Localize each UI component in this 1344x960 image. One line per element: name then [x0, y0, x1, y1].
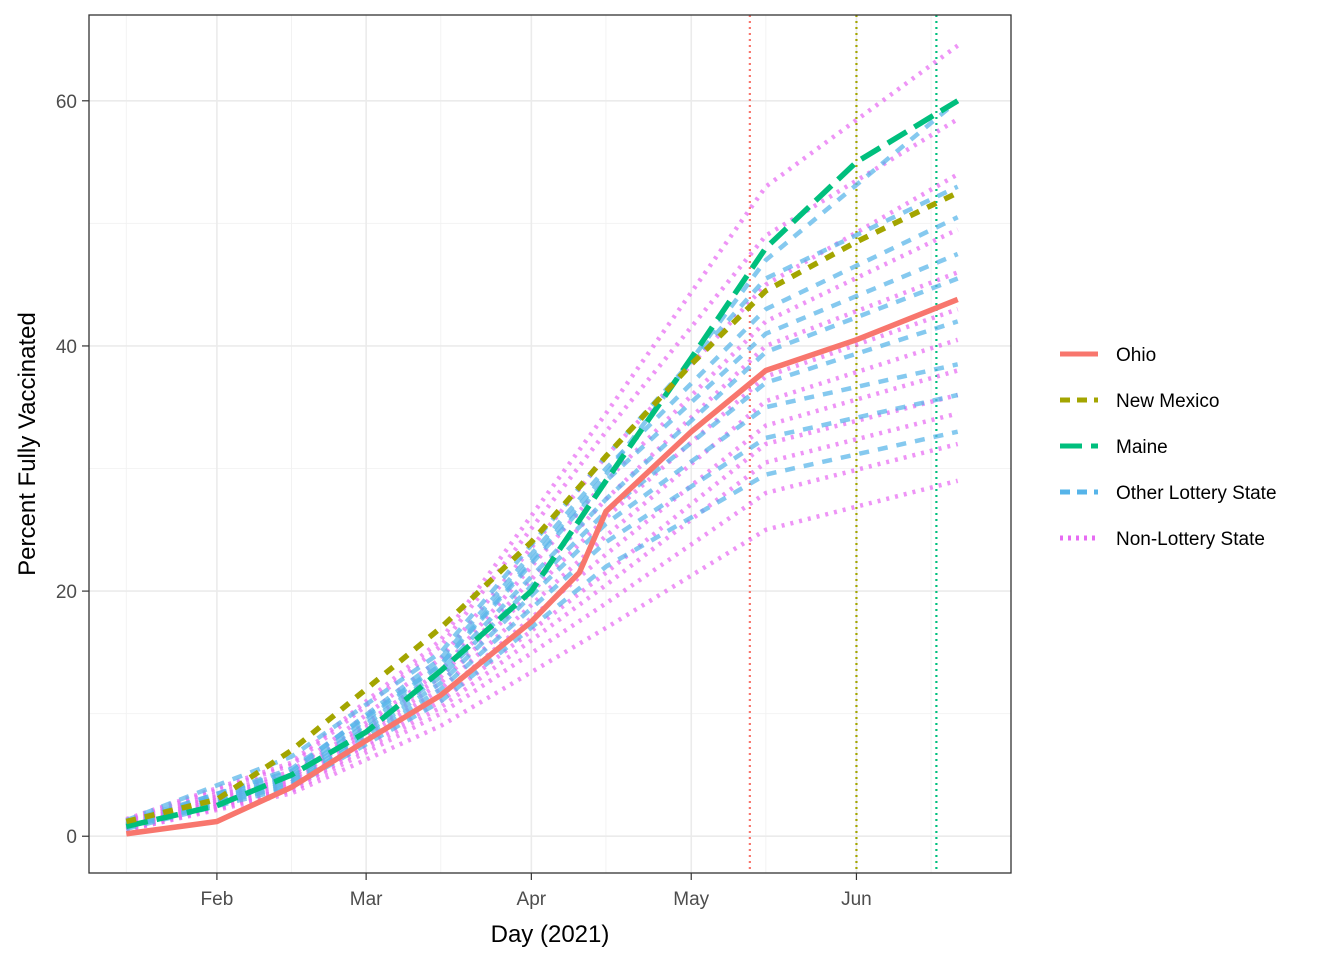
panel-background [89, 15, 1011, 873]
x-tick-label: May [673, 889, 709, 910]
y-tick-label: 20 [56, 582, 77, 603]
y-tick-label: 0 [66, 827, 77, 848]
legend-item: New Mexico [1060, 391, 1219, 412]
non-lottery-state-line [125, 411, 959, 832]
non-lottery-state-line [125, 307, 959, 828]
x-axis-title: Day (2021) [491, 921, 610, 948]
new-mexico-line [125, 190, 959, 825]
legend-label: Maine [1116, 437, 1168, 458]
maine-line [125, 98, 960, 830]
minor-gridlines [89, 15, 1011, 873]
non-lottery-state-line [125, 337, 959, 829]
y-tick-label: 40 [56, 337, 77, 358]
ohio-line [125, 296, 959, 837]
series-lines [125, 43, 960, 837]
x-tick-label: Mar [350, 889, 383, 910]
y-axis: 0 20 40 60 [56, 92, 89, 848]
non-lottery-state-line [125, 172, 959, 824]
panel-border [88, 14, 1012, 874]
legend-label: New Mexico [1116, 391, 1219, 412]
legend-item: Non-Lottery State [1060, 529, 1265, 550]
legend-item: Maine [1060, 437, 1168, 458]
lottery-date-lines [748, 15, 938, 873]
legend-item: Other Lottery State [1060, 483, 1277, 504]
legend: Ohio New Mexico Maine Other Lottery State No… [1060, 345, 1277, 550]
x-tick-label: Apr [517, 889, 547, 910]
other-lottery-state-line [125, 99, 960, 827]
legend-item: Ohio [1060, 345, 1156, 366]
other-lottery-state-line [125, 276, 959, 827]
y-axis-title: Percent Fully Vaccinated [14, 312, 41, 576]
x-tick-label: Jun [841, 889, 872, 910]
legend-label: Non-Lottery State [1116, 529, 1265, 550]
y-tick-label: 60 [56, 92, 77, 113]
x-axis: Feb Mar Apr May Jun [201, 873, 872, 910]
non-lottery-state-line [125, 43, 960, 822]
legend-label: Ohio [1116, 345, 1156, 366]
legend-label: Other Lottery State [1116, 483, 1277, 504]
x-tick-label: Feb [201, 889, 234, 910]
